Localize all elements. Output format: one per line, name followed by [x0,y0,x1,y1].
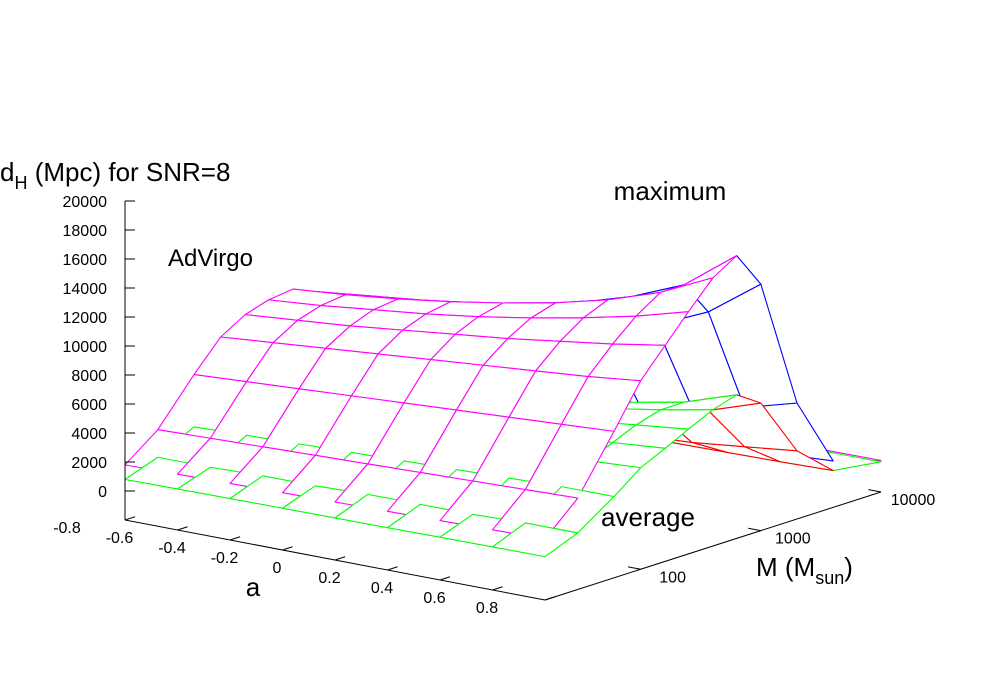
y-label-part: M (M [756,552,815,582]
series-label: maximum [614,176,727,206]
x-tick-label: -0.2 [211,550,239,567]
x-tick-label: -0.6 [106,530,134,547]
x-tick-label: 0.8 [476,600,498,617]
y-axis [544,491,882,601]
x-tick-label: 0 [273,560,282,577]
y-tick [748,527,761,532]
z-axis-label: dH (Mpc) for SNR=8 [0,157,230,193]
z-tick-label: 0 [98,484,107,501]
z-tick-label: 16000 [63,252,108,269]
series-label: average [601,502,695,532]
x-tick [544,596,556,601]
x-tick [492,586,503,591]
x-tick [124,516,136,521]
z-tick-label: 10000 [63,339,108,356]
x-tick [439,576,451,581]
y-axis-label: M (Msun) [756,552,853,588]
x-tick [387,566,398,571]
x-tick [177,526,188,531]
x-tick-label: 0.6 [423,590,445,607]
y-tick-label: 10000 [891,492,936,509]
z-tick-label: 12000 [63,310,108,327]
z-tick-label: 6000 [71,397,107,414]
z-tick-label: 4000 [71,426,107,443]
x-tick-label: -0.4 [158,540,186,557]
surface-cell [491,522,579,558]
z-label-part: (Mpc) for SNR=8 [27,157,230,187]
x-axis-label: a [246,572,261,602]
z-tick-label: 8000 [71,368,107,385]
x-tick [229,536,241,541]
x-tick-label: 0.2 [318,570,340,587]
z-tick-label: 14000 [63,281,108,298]
surfaces [124,255,882,558]
y-tick-label: 1000 [775,531,811,548]
y-label-sub: sun [815,568,844,588]
z-label-sub: H [14,173,27,193]
x-tick-label: 0.4 [371,580,393,597]
x-tick [334,556,346,561]
y-label-part: ) [844,552,853,582]
z-tick-label: 18000 [63,223,108,240]
annotation: AdVirgo [168,245,253,272]
z-tick-label: 20000 [63,194,108,211]
y-tick [868,489,882,493]
x-tick-label: -0.8 [53,520,81,537]
z-tick-label: 2000 [71,455,107,472]
y-tick [627,566,641,570]
y-tick-label: 100 [659,569,686,586]
x-tick [282,546,293,551]
z-label-part: d [0,157,14,187]
